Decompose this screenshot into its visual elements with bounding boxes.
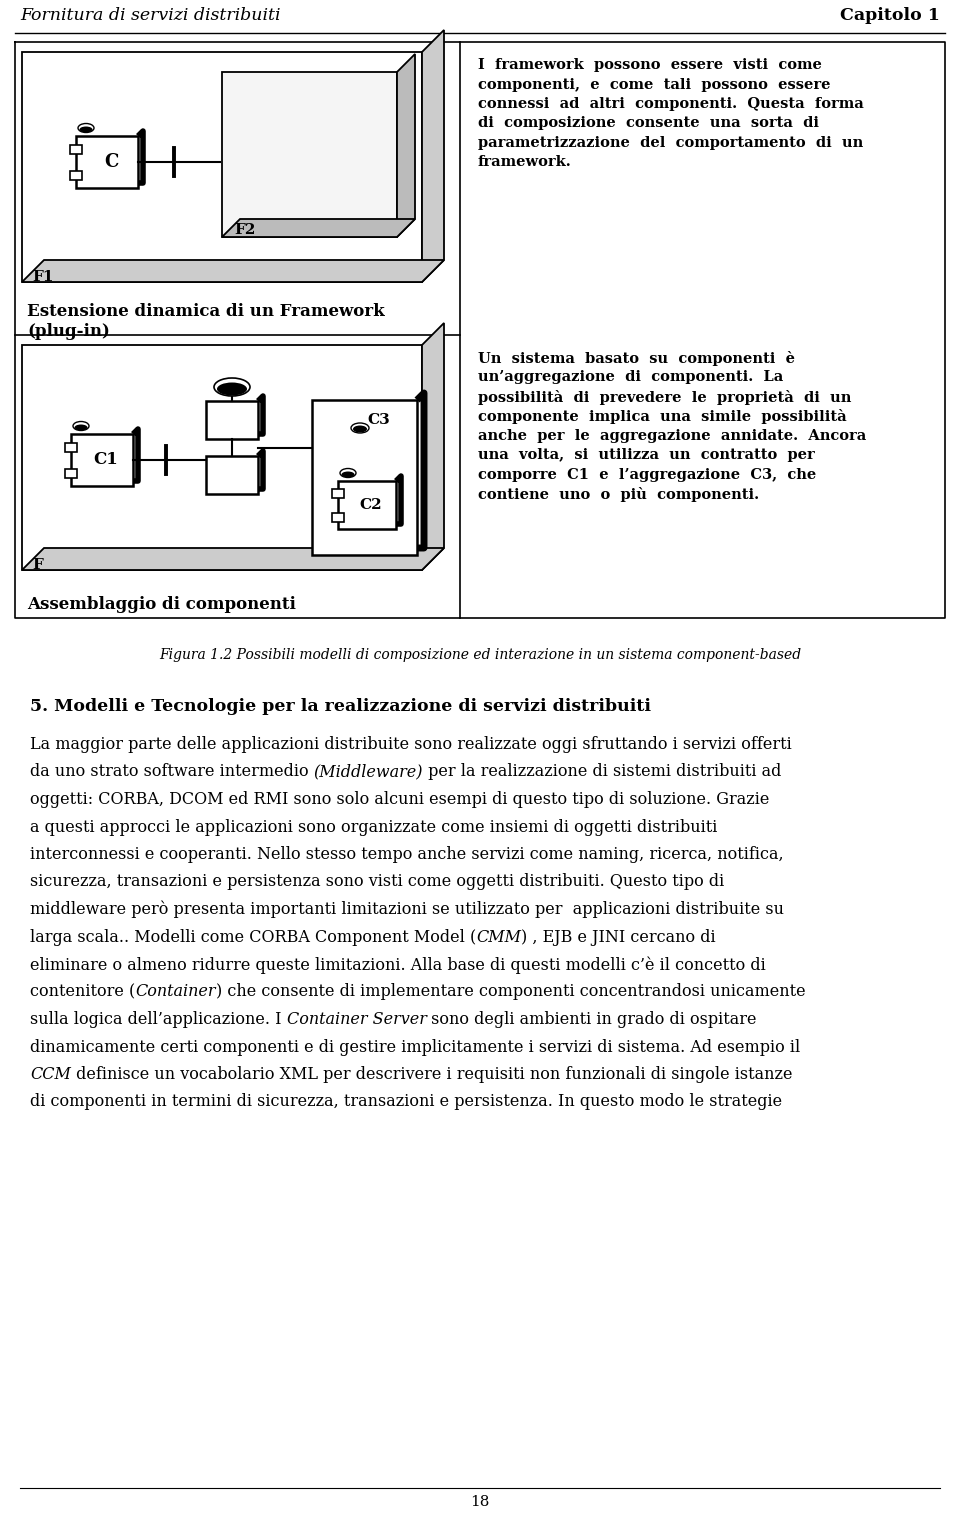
Text: C1: C1 bbox=[94, 451, 118, 469]
Text: definisce un vocabolario XML per descrivere i requisiti non funzionali di singol: definisce un vocabolario XML per descriv… bbox=[71, 1067, 792, 1083]
Text: un’aggregazione  di  componenti.  La: un’aggregazione di componenti. La bbox=[478, 371, 783, 384]
Text: F1: F1 bbox=[32, 269, 54, 284]
Text: F2: F2 bbox=[234, 222, 255, 238]
Ellipse shape bbox=[214, 378, 250, 396]
Polygon shape bbox=[422, 322, 444, 570]
Ellipse shape bbox=[75, 425, 87, 431]
Text: interconnessi e cooperanti. Nello stesso tempo anche servizi come naming, ricerc: interconnessi e cooperanti. Nello stesso… bbox=[30, 846, 783, 862]
Text: larga scala.. Modelli come CORBA Component Model (: larga scala.. Modelli come CORBA Compone… bbox=[30, 929, 476, 946]
Text: Capitolo 1: Capitolo 1 bbox=[840, 8, 940, 24]
Bar bbox=[206, 455, 258, 495]
Ellipse shape bbox=[78, 124, 94, 133]
Bar bbox=[312, 399, 417, 555]
Text: 5. Modelli e Tecnologie per la realizzazione di servizi distribuiti: 5. Modelli e Tecnologie per la realizzaz… bbox=[30, 697, 651, 716]
Text: comporre  C1  e  l’aggregazione  C3,  che: comporre C1 e l’aggregazione C3, che bbox=[478, 468, 816, 483]
Ellipse shape bbox=[80, 127, 92, 133]
Text: I  framework  possono  essere  visti  come: I framework possono essere visti come bbox=[478, 57, 822, 73]
Text: (Middleware): (Middleware) bbox=[314, 764, 423, 781]
Polygon shape bbox=[22, 51, 422, 281]
Ellipse shape bbox=[351, 424, 369, 433]
Text: anche  per  le  aggregazione  annidate.  Ancora: anche per le aggregazione annidate. Anco… bbox=[478, 430, 866, 443]
Text: sicurezza, transazioni e persistenza sono visti come oggetti distribuiti. Questo: sicurezza, transazioni e persistenza son… bbox=[30, 873, 724, 891]
Text: possibilità  di  prevedere  le  proprietà  di  un: possibilità di prevedere le proprietà di… bbox=[478, 390, 852, 405]
Text: contenitore (: contenitore ( bbox=[30, 983, 135, 1000]
Polygon shape bbox=[22, 260, 444, 281]
Text: parametrizzazione  del  comportamento  di  un: parametrizzazione del comportamento di u… bbox=[478, 136, 863, 150]
Text: di  composizione  consente  una  sorta  di: di composizione consente una sorta di bbox=[478, 117, 819, 130]
Bar bbox=[71, 434, 133, 486]
Bar bbox=[70, 145, 82, 153]
Text: componenti,  e  come  tali  possono  essere: componenti, e come tali possono essere bbox=[478, 77, 830, 91]
Text: una  volta,  si  utilizza  un  contratto  per: una volta, si utilizza un contratto per bbox=[478, 448, 815, 463]
Text: di componenti in termini di sicurezza, transazioni e persistenza. In questo modo: di componenti in termini di sicurezza, t… bbox=[30, 1094, 782, 1111]
Text: framework.: framework. bbox=[478, 156, 572, 169]
Text: contiene  uno  o  più  componenti.: contiene uno o più componenti. bbox=[478, 487, 759, 502]
Text: Fornitura di servizi distribuiti: Fornitura di servizi distribuiti bbox=[20, 8, 280, 24]
Bar bbox=[206, 401, 258, 439]
Text: CCM: CCM bbox=[30, 1067, 71, 1083]
Text: Assemblaggio di componenti: Assemblaggio di componenti bbox=[27, 596, 296, 613]
Text: oggetti: CORBA, DCOM ed RMI sono solo alcuni esempi di questo tipo di soluzione.: oggetti: CORBA, DCOM ed RMI sono solo al… bbox=[30, 791, 769, 808]
Ellipse shape bbox=[217, 383, 247, 395]
Ellipse shape bbox=[73, 422, 89, 431]
Bar bbox=[332, 489, 344, 498]
Text: sono degli ambienti in grado di ospitare: sono degli ambienti in grado di ospitare bbox=[426, 1011, 757, 1027]
Text: componente  implica  una  simile  possibilità: componente implica una simile possibilit… bbox=[478, 410, 847, 425]
Ellipse shape bbox=[353, 425, 367, 433]
Text: da uno strato software intermedio: da uno strato software intermedio bbox=[30, 764, 314, 781]
Text: per la realizzazione di sistemi distribuiti ad: per la realizzazione di sistemi distribu… bbox=[423, 764, 781, 781]
Text: ) , EJB e JINI cercano di: ) , EJB e JINI cercano di bbox=[521, 929, 716, 946]
Text: sulla logica dell’applicazione. I: sulla logica dell’applicazione. I bbox=[30, 1011, 287, 1027]
Text: a questi approcci le applicazioni sono organizzate come insiemi di oggetti distr: a questi approcci le applicazioni sono o… bbox=[30, 819, 717, 835]
Text: middleware però presenta importanti limitazioni se utilizzato per  applicazioni : middleware però presenta importanti limi… bbox=[30, 902, 784, 918]
Text: eliminare o almeno ridurre queste limitazioni. Alla base di questi modelli c’è i: eliminare o almeno ridurre queste limita… bbox=[30, 956, 766, 973]
Text: dinamicamente certi componenti e di gestire implicitamente i servizi di sistema.: dinamicamente certi componenti e di gest… bbox=[30, 1038, 801, 1056]
Bar bbox=[70, 171, 82, 180]
Text: connessi  ad  altri  componenti.  Questa  forma: connessi ad altri componenti. Questa for… bbox=[478, 97, 864, 110]
Text: La maggior parte delle applicazioni distribuite sono realizzate oggi sfruttando : La maggior parte delle applicazioni dist… bbox=[30, 735, 792, 753]
Text: Container: Container bbox=[135, 983, 216, 1000]
Text: F: F bbox=[32, 558, 43, 572]
Bar bbox=[338, 481, 396, 530]
Polygon shape bbox=[422, 30, 444, 281]
Polygon shape bbox=[222, 73, 397, 238]
Ellipse shape bbox=[342, 472, 354, 478]
Ellipse shape bbox=[340, 469, 356, 478]
Polygon shape bbox=[22, 548, 444, 570]
Text: 18: 18 bbox=[470, 1495, 490, 1508]
Bar bbox=[65, 469, 77, 478]
Bar bbox=[76, 136, 138, 188]
Polygon shape bbox=[22, 345, 422, 570]
Text: C2: C2 bbox=[360, 498, 382, 511]
Polygon shape bbox=[397, 54, 415, 238]
Bar bbox=[332, 513, 344, 522]
Text: Figura 1.2 Possibili modelli di composizione ed interazione in un sistema compon: Figura 1.2 Possibili modelli di composiz… bbox=[159, 648, 801, 663]
Text: Container Server: Container Server bbox=[287, 1011, 426, 1027]
Text: ) che consente di implementare componenti concentrandosi unicamente: ) che consente di implementare component… bbox=[216, 983, 805, 1000]
Text: C3: C3 bbox=[367, 413, 390, 427]
Bar bbox=[65, 442, 77, 451]
Text: CMM: CMM bbox=[476, 929, 521, 946]
Text: C: C bbox=[104, 153, 118, 171]
Polygon shape bbox=[222, 219, 415, 238]
Text: Estensione dinamica di un Framework
(plug-in): Estensione dinamica di un Framework (plu… bbox=[27, 304, 385, 340]
Text: Un  sistema  basato  su  componenti  è: Un sistema basato su componenti è bbox=[478, 351, 795, 366]
